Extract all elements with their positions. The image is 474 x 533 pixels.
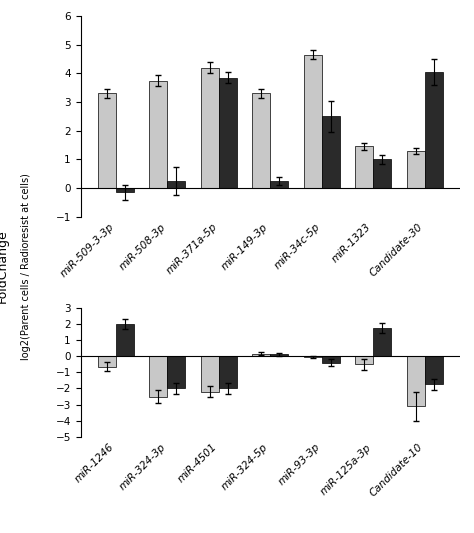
Bar <box>149 356 167 397</box>
Bar <box>373 159 391 188</box>
Bar <box>252 354 270 356</box>
Bar <box>149 80 167 188</box>
Bar <box>219 78 237 188</box>
Bar <box>425 356 443 384</box>
Bar <box>116 188 134 192</box>
Bar <box>167 181 185 188</box>
Bar <box>116 324 134 356</box>
Bar <box>252 93 270 188</box>
Bar <box>201 68 219 188</box>
Bar <box>219 356 237 389</box>
Bar <box>355 356 373 364</box>
Bar <box>407 151 425 188</box>
Bar <box>355 147 373 188</box>
Bar <box>304 55 322 188</box>
Bar <box>167 356 185 389</box>
Bar <box>201 356 219 392</box>
Bar <box>98 93 116 188</box>
Bar <box>425 72 443 188</box>
Bar <box>270 354 288 356</box>
Bar <box>304 356 322 357</box>
Text: log2(Parent cells / Radioresist at cells): log2(Parent cells / Radioresist at cells… <box>21 173 31 360</box>
Text: FoldChange: FoldChange <box>0 230 9 303</box>
Bar <box>373 328 391 356</box>
Bar <box>270 181 288 188</box>
Bar <box>322 116 340 188</box>
Bar <box>98 356 116 367</box>
Legend: CNE-2 / CNE-2-Rs, 6-10B / 6-10B-Rs: CNE-2 / CNE-2-Rs, 6-10B / 6-10B-Rs <box>149 321 391 336</box>
Bar <box>322 356 340 362</box>
Bar <box>407 356 425 406</box>
